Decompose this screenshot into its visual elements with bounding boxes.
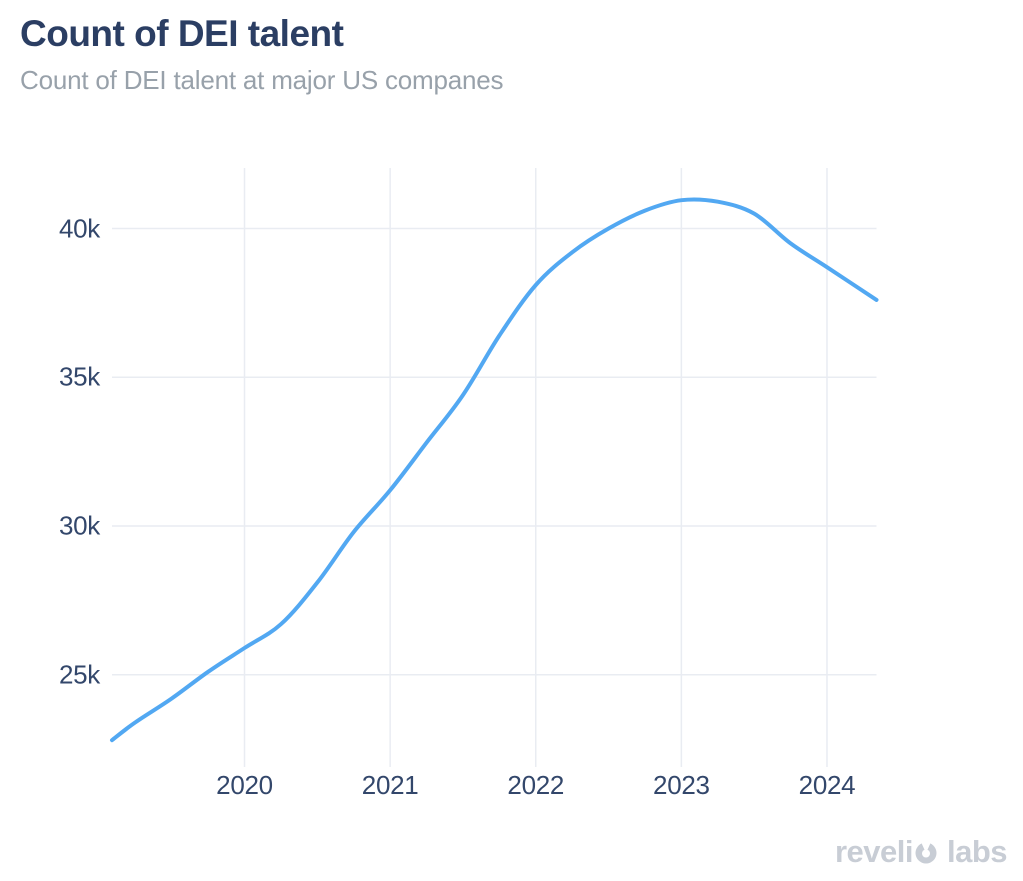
page-title: Count of DEI talent (20, 13, 344, 54)
page-subtitle: Count of DEI talent at major US companes (20, 64, 504, 95)
x-tick-2024: 2024 (798, 770, 856, 800)
y-tick-25k: 25k (58, 659, 100, 690)
x-tick-2021: 2021 (361, 770, 419, 800)
x-tick-2020: 2020 (216, 770, 273, 800)
gridlines (112, 168, 877, 767)
chart-header: Count of DEI talent Count of DEI talent … (20, 13, 504, 96)
revelio-labs-logo: reveli labs (834, 832, 1008, 872)
logo-text-labs: labs (946, 834, 1008, 869)
y-tick-35k: 35k (58, 361, 100, 392)
logo-text-revelio: reveli (834, 834, 914, 869)
dei-talent-line-series (110, 197, 879, 743)
y-tick-30k: 30k (58, 510, 100, 541)
x-tick-2022: 2022 (507, 770, 565, 800)
y-tick-40k: 40k (58, 213, 100, 243)
x-tick-2023: 2023 (653, 770, 710, 800)
revelio-o-icon (914, 836, 938, 872)
